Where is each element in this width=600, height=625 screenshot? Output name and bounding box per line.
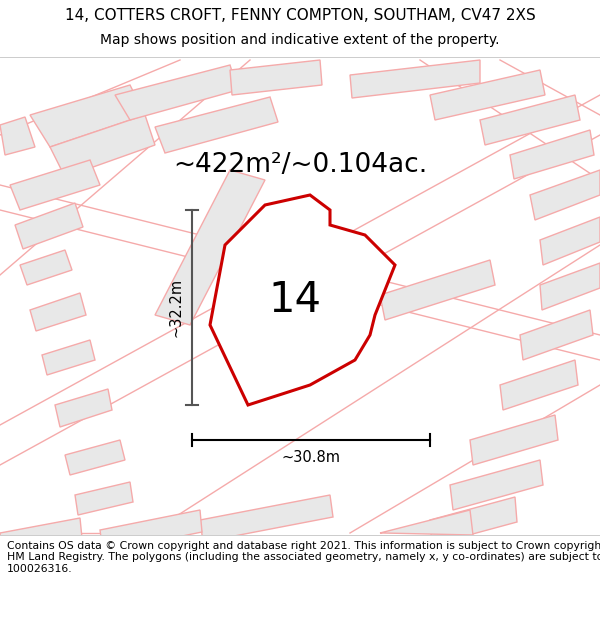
Polygon shape [30,293,86,331]
Polygon shape [480,95,580,145]
Polygon shape [200,495,333,542]
Text: ~30.8m: ~30.8m [281,451,341,466]
Text: Map shows position and indicative extent of the property.: Map shows position and indicative extent… [100,33,500,47]
Bar [0,535,600,625]
Polygon shape [430,70,545,120]
Polygon shape [230,60,322,95]
Bar [0,0,600,57]
Polygon shape [430,497,517,545]
Text: HM Land Registry. The polygons (including the associated geometry, namely x, y c: HM Land Registry. The polygons (includin… [7,552,600,562]
Polygon shape [520,310,593,360]
Polygon shape [0,518,82,553]
Polygon shape [450,460,543,510]
Polygon shape [20,250,72,285]
Polygon shape [470,415,558,465]
Polygon shape [10,160,100,210]
Text: 14: 14 [269,279,322,321]
Polygon shape [155,97,278,153]
Polygon shape [155,170,265,325]
Text: ~422m²/~0.104ac.: ~422m²/~0.104ac. [173,152,427,178]
Polygon shape [540,263,600,310]
Polygon shape [350,60,480,98]
Polygon shape [75,482,133,515]
Polygon shape [42,340,95,375]
Text: ~32.2m: ~32.2m [169,278,184,337]
Polygon shape [380,510,473,535]
Polygon shape [210,195,395,405]
Text: Contains OS data © Crown copyright and database right 2021. This information is : Contains OS data © Crown copyright and d… [7,541,600,551]
Polygon shape [55,389,112,427]
Polygon shape [50,115,155,177]
Text: 14, COTTERS CROFT, FENNY COMPTON, SOUTHAM, CV47 2XS: 14, COTTERS CROFT, FENNY COMPTON, SOUTHA… [65,9,535,24]
Polygon shape [65,440,125,475]
Polygon shape [100,510,202,552]
Polygon shape [15,203,83,249]
Polygon shape [0,117,35,155]
Polygon shape [530,170,600,220]
Polygon shape [115,65,238,120]
Bar [0,60,600,533]
Polygon shape [540,217,600,265]
Polygon shape [380,260,495,320]
Polygon shape [510,130,594,179]
Text: 100026316.: 100026316. [7,564,73,574]
Polygon shape [30,85,145,147]
Polygon shape [500,360,578,410]
